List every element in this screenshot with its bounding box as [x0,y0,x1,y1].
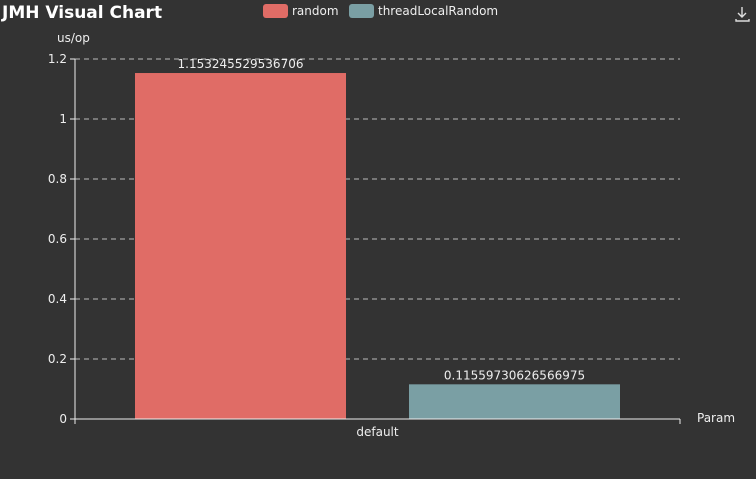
y-tick-label: 1 [59,112,67,126]
y-tick-label: 0.8 [48,172,67,186]
legend-item-threadLocalRandom[interactable]: threadLocalRandom [349,4,498,18]
legend-label: random [292,4,339,18]
bars: 1.153245529536706 0.11559730626566975 [135,57,620,420]
legend-label: threadLocalRandom [378,4,498,18]
data-label-threadLocalRandom: 0.11559730626566975 [444,368,585,382]
y-axis-label: us/op [57,31,90,45]
y-tick-label: 1.2 [48,52,67,66]
legend-item-random[interactable]: random [263,4,339,18]
legend: random threadLocalRandom [263,4,498,18]
y-tick-label: 0.6 [48,232,67,246]
y-axis: 0 0.2 0.4 0.6 0.8 1 1.2 [48,52,76,426]
chart-title: JMH Visual Chart [1,3,162,23]
legend-swatch [349,4,374,18]
data-label-random: 1.153245529536706 [178,57,304,71]
x-axis: default [70,418,681,439]
bar-random[interactable] [135,73,346,420]
download-icon[interactable] [732,3,752,23]
x-axis-label: Param [697,411,735,425]
y-tick-label: 0 [59,412,67,426]
x-tick-label: default [356,425,399,439]
y-tick-label: 0.2 [48,352,67,366]
bar-threadLocalRandom[interactable] [409,384,620,419]
legend-swatch [263,4,288,18]
y-tick-label: 0.4 [48,292,67,306]
